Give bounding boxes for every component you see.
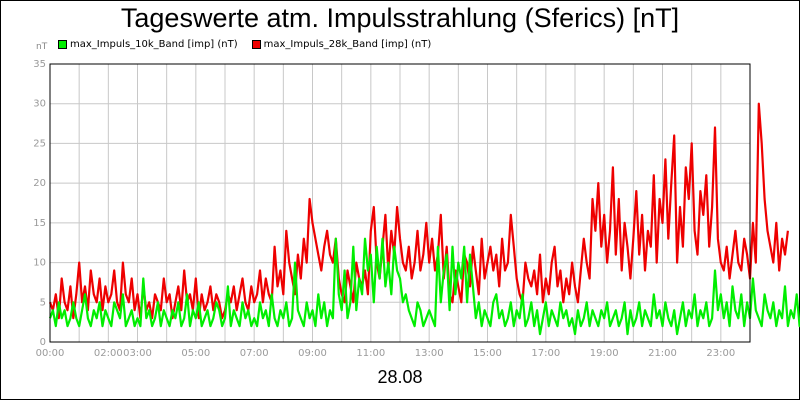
x-tick-label: 02:00 [94, 348, 123, 359]
y-tick-label: 10 [33, 258, 46, 269]
legend-item-28k: max_Impuls_28k_Band [imp] (nT) [251, 39, 432, 50]
y-tick-label: 20 [33, 178, 46, 189]
x-tick-label: 13:00 [415, 348, 444, 359]
y-tick-label: 15 [33, 218, 46, 229]
x-tick-label: 07:00 [240, 348, 269, 359]
x-tick-label: 23:00 [706, 348, 735, 359]
x-tick-label: 21:00 [648, 348, 677, 359]
plot-border [49, 63, 751, 343]
y-tick-label: 0 [40, 337, 46, 348]
legend-item-10k: max_Impuls_10k_Band [imp] (nT) [58, 39, 238, 50]
legend-label-28k: max_Impuls_28k_Band [imp] (nT) [263, 39, 432, 50]
legend: max_Impuls_10k_Band [imp] (nT) max_Impul… [58, 39, 431, 50]
series-line-28k [48, 102, 789, 320]
y-tick-label: 35 [33, 59, 46, 70]
legend-swatch-10k [58, 40, 67, 49]
x-tick-label: 00:00 [36, 348, 65, 359]
y-tick-label: 25 [33, 138, 46, 149]
y-unit-label: nT [36, 42, 48, 52]
legend-label-10k: max_Impuls_10k_Band [imp] (nT) [70, 39, 238, 50]
legend-swatch-28k [251, 40, 261, 49]
y-tick-label: 30 [33, 99, 46, 110]
y-tick-label: 5 [40, 297, 46, 308]
series-line-10k [48, 237, 800, 336]
x-tick-label: 09:00 [298, 348, 327, 359]
x-tick-label: 17:00 [531, 348, 560, 359]
x-tick-label: 15:00 [473, 348, 502, 359]
x-tick-label: 05:00 [181, 348, 210, 359]
x-tick-label: 11:00 [356, 348, 385, 359]
chart-title: Tageswerte atm. Impulsstrahlung (Sferics… [120, 3, 680, 33]
x-tick-label: 03:00 [123, 348, 152, 359]
x-tick-label: 19:00 [590, 348, 619, 359]
date-label: 28.08 [377, 367, 423, 387]
